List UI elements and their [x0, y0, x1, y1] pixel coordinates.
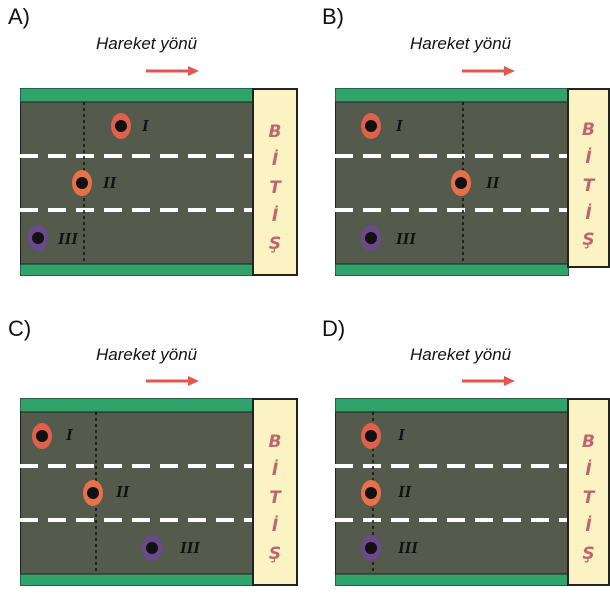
- direction-label: Hareket yönü: [96, 345, 198, 364]
- finish-letter: Ş: [268, 544, 282, 564]
- lane-label-3: III: [398, 538, 418, 557]
- direction-label: Hareket yönü: [410, 34, 512, 53]
- lane-label-1: I: [396, 116, 403, 135]
- panel-label-c: C): [8, 316, 32, 341]
- direction-label: Hareket yönü: [410, 345, 512, 364]
- runner-1: [32, 423, 52, 449]
- panel-label-a: A): [8, 4, 30, 29]
- finish-letter: İ: [271, 460, 279, 480]
- lane-label-2: II: [116, 482, 130, 501]
- lane-label-2: II: [398, 482, 412, 501]
- track: [335, 398, 569, 586]
- runner-3: [361, 535, 381, 561]
- runner-2: [361, 480, 381, 506]
- finish-letter: B: [582, 432, 595, 452]
- finish-letter: İ: [271, 206, 279, 226]
- finish-letter: T: [269, 488, 281, 508]
- finish-letter: T: [582, 176, 595, 196]
- lane-label-3: III: [58, 229, 78, 248]
- lane-label-3: III: [396, 229, 416, 248]
- lane-label-1: I: [398, 425, 405, 444]
- finish-letter: B: [582, 120, 595, 140]
- track: [20, 88, 254, 276]
- runner-1: [361, 423, 381, 449]
- runner-3: [28, 225, 48, 251]
- finish-line-box: B İ T İ Ş: [252, 398, 298, 586]
- panel-label-b: B): [322, 4, 344, 29]
- lane-label-1: I: [142, 116, 149, 135]
- panel-label-d: D): [322, 316, 346, 341]
- direction-arrow-icon: [146, 66, 199, 76]
- lane-label-2: II: [103, 173, 117, 192]
- runner-2: [451, 170, 471, 196]
- runner-1: [111, 113, 131, 139]
- lane-label-2: II: [486, 173, 500, 192]
- direction-arrow-icon: [146, 376, 199, 386]
- direction-arrow-icon: [462, 376, 515, 386]
- finish-line-box: B İ T İ Ş: [567, 88, 610, 268]
- finish-letter: İ: [585, 516, 592, 536]
- finish-letter: İ: [271, 150, 279, 170]
- finish-line-box: B İ T İ Ş: [567, 398, 610, 586]
- finish-letter: İ: [271, 516, 279, 536]
- runner-1: [361, 113, 381, 139]
- finish-letter: Ş: [582, 230, 595, 250]
- finish-letter: T: [582, 488, 595, 508]
- lane-label-1: I: [66, 425, 73, 444]
- finish-letter: T: [269, 178, 281, 198]
- track: [335, 88, 569, 276]
- finish-letter: Ş: [268, 234, 282, 254]
- finish-letter: B: [268, 432, 282, 452]
- runner-3: [361, 225, 381, 251]
- direction-label: Hareket yönü: [96, 34, 198, 53]
- runner-3: [142, 535, 162, 561]
- runner-2: [83, 480, 103, 506]
- lane-label-3: III: [180, 538, 200, 557]
- finish-letter: İ: [585, 460, 592, 480]
- finish-letter: İ: [585, 148, 592, 168]
- runner-2: [72, 170, 92, 196]
- finish-letter: İ: [585, 204, 592, 224]
- track: [20, 398, 254, 586]
- direction-arrow-icon: [462, 66, 515, 76]
- finish-line-box: B İ T İ Ş: [252, 88, 298, 276]
- finish-letter: B: [268, 122, 282, 142]
- finish-letter: Ş: [582, 544, 595, 564]
